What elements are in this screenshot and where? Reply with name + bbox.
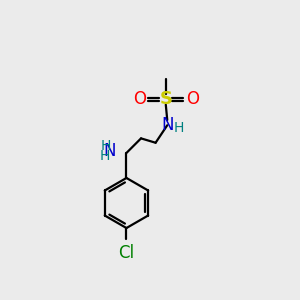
Text: S: S: [159, 90, 172, 108]
Text: Cl: Cl: [118, 244, 134, 262]
Text: N: N: [103, 142, 116, 160]
Text: N: N: [161, 116, 173, 134]
Text: O: O: [133, 90, 146, 108]
Text: H: H: [173, 121, 184, 135]
Text: H: H: [100, 149, 110, 164]
Text: O: O: [186, 90, 199, 108]
Text: H: H: [100, 140, 111, 154]
